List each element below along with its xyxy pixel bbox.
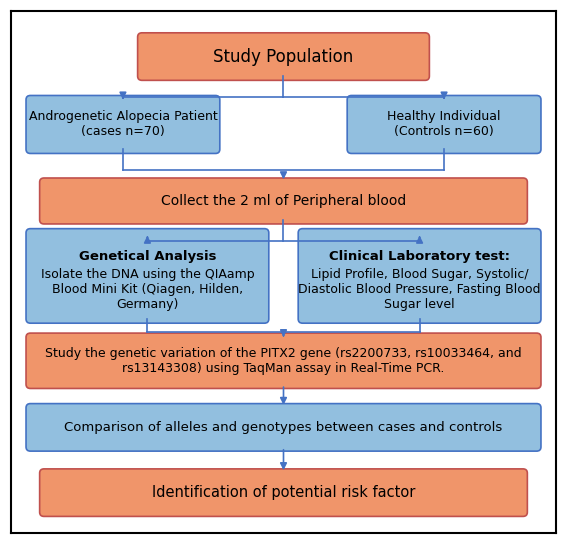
Text: Isolate the DNA using the QIAamp
Blood Mini Kit (Qiagen, Hilden,
Germany): Isolate the DNA using the QIAamp Blood M… — [41, 268, 254, 311]
Text: Clinical Laboratory test:: Clinical Laboratory test: — [329, 250, 510, 263]
Text: Androgenetic Alopecia Patient
(cases n=70): Androgenetic Alopecia Patient (cases n=7… — [28, 110, 217, 139]
FancyBboxPatch shape — [347, 96, 541, 153]
Text: Study Population: Study Population — [213, 47, 354, 66]
Text: Comparison of alleles and genotypes between cases and controls: Comparison of alleles and genotypes betw… — [65, 421, 502, 434]
Text: Identification of potential risk factor: Identification of potential risk factor — [152, 485, 415, 500]
Text: Lipid Profile, Blood Sugar, Systolic/
Diastolic Blood Pressure, Fasting Blood
Su: Lipid Profile, Blood Sugar, Systolic/ Di… — [298, 268, 541, 311]
Text: Healthy Individual
(Controls n=60): Healthy Individual (Controls n=60) — [387, 110, 501, 139]
Text: Genetical Analysis: Genetical Analysis — [79, 250, 216, 263]
Text: Collect the 2 ml of Peripheral blood: Collect the 2 ml of Peripheral blood — [161, 194, 406, 208]
FancyBboxPatch shape — [138, 33, 429, 81]
FancyBboxPatch shape — [26, 404, 541, 451]
FancyBboxPatch shape — [40, 469, 527, 516]
Text: Study the genetic variation of the PITX2 gene (rs2200733, rs10033464, and
rs1314: Study the genetic variation of the PITX2… — [45, 347, 522, 375]
FancyBboxPatch shape — [26, 96, 220, 153]
FancyBboxPatch shape — [298, 228, 541, 323]
FancyBboxPatch shape — [40, 178, 527, 224]
FancyBboxPatch shape — [26, 333, 541, 388]
FancyBboxPatch shape — [26, 228, 269, 323]
